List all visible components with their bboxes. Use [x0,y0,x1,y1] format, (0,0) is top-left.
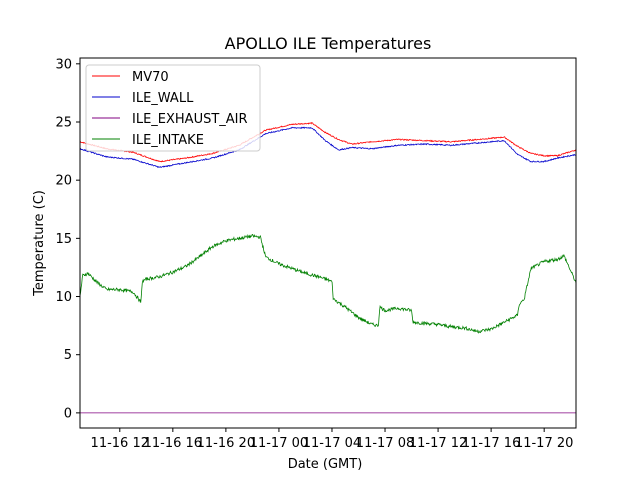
y-axis-title: Temperature (C) [32,190,47,297]
y-tick-label: 5 [64,348,72,363]
x-tick-label: 11-16 16 [144,436,202,451]
x-tick-label: 11-17 16 [462,436,520,451]
y-tick-label: 10 [55,290,72,305]
legend-box [85,64,261,152]
y-tick-label: 0 [64,406,72,421]
series-line-ile-wall [80,126,576,169]
series-line-ile-intake [80,234,576,334]
y-tick-label: 15 [55,232,72,247]
y-tick-label: 30 [55,57,72,72]
x-tick-label: 11-17 08 [356,436,414,451]
x-tick-label: 11-17 20 [515,436,573,451]
legend-label: MV70 [132,70,169,85]
x-tick-label: 11-17 04 [303,436,361,451]
x-tick-label: 11-16 12 [91,436,149,451]
legend: MV70 ILE_WALL ILE_EXHAUST_AIR ILE_INTAKE [85,64,261,152]
x-tick-label: 11-17 00 [250,436,308,451]
x-tick-label: 11-16 20 [197,436,255,451]
series-layer [80,122,576,414]
legend-label: ILE_WALL [132,91,194,106]
x-tick-label: 11-17 12 [409,436,467,451]
legend-label: ILE_INTAKE [132,133,204,148]
y-tick-label: 20 [55,174,72,189]
x-axis-title: Date (GMT) [288,457,363,472]
chart-title: APOLLO ILE Temperatures [225,34,432,53]
legend-label: ILE_EXHAUST_AIR [132,112,248,127]
series-line-mv70 [80,122,576,163]
y-tick-label: 25 [55,115,72,130]
plot-frame [79,57,577,429]
y-axis: 0 5 10 15 20 25 30 [55,57,80,421]
